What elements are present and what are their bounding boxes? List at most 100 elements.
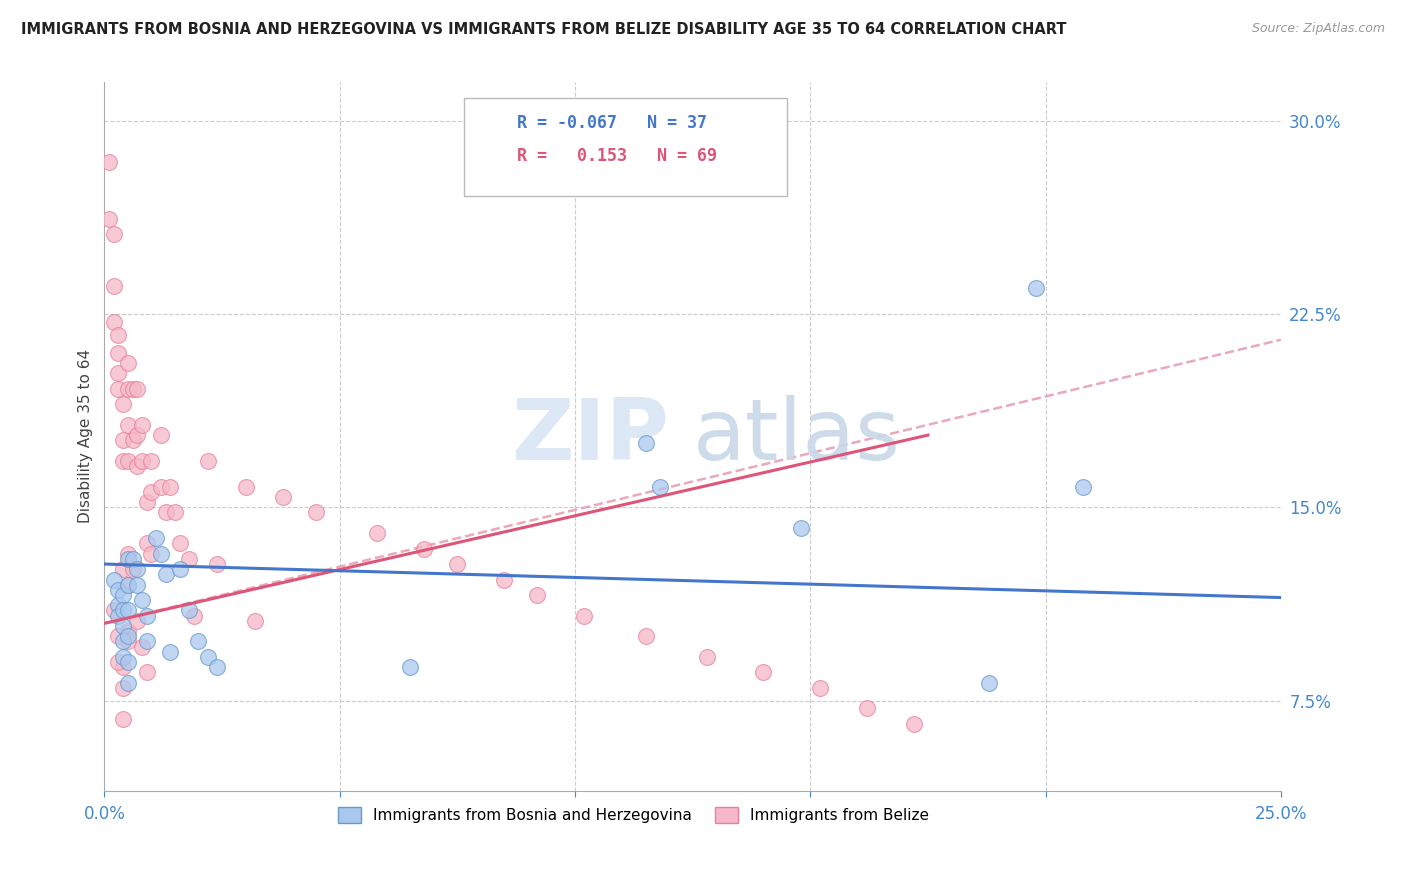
Point [243, 614, 266, 628]
Point [634, 629, 657, 643]
Point [117, 634, 139, 648]
Point [127, 382, 149, 396]
Point [112, 397, 135, 411]
Point [648, 480, 671, 494]
Point [107, 382, 129, 396]
Point [141, 454, 163, 468]
Point [127, 458, 149, 473]
Legend: Immigrants from Bosnia and Herzegovina, Immigrants from Belize: Immigrants from Bosnia and Herzegovina, … [332, 801, 935, 830]
Point [366, 526, 388, 541]
Point [107, 599, 129, 613]
Point [107, 582, 129, 597]
Point [207, 557, 229, 571]
Point [207, 660, 229, 674]
Point [903, 717, 925, 731]
Point [98, 211, 121, 226]
Point [305, 506, 328, 520]
Point [752, 665, 775, 680]
Point [135, 634, 157, 648]
Point [103, 315, 125, 329]
Point [1025, 281, 1047, 295]
Point [121, 382, 143, 396]
Point [574, 608, 596, 623]
Y-axis label: Disability Age 35 to 64: Disability Age 35 to 64 [79, 350, 93, 524]
Point [103, 227, 125, 241]
Point [145, 531, 167, 545]
Text: R =   0.153   N = 69: R = 0.153 N = 69 [517, 147, 717, 165]
Point [271, 490, 294, 504]
Point [149, 480, 172, 494]
Point [112, 434, 135, 448]
Point [121, 434, 143, 448]
Point [117, 655, 139, 669]
Point [117, 417, 139, 432]
Point [135, 608, 157, 623]
Point [112, 634, 135, 648]
Point [399, 660, 422, 674]
Text: IMMIGRANTS FROM BOSNIA AND HERZEGOVINA VS IMMIGRANTS FROM BELIZE DISABILITY AGE : IMMIGRANTS FROM BOSNIA AND HERZEGOVINA V… [21, 22, 1067, 37]
Point [159, 480, 181, 494]
Point [112, 681, 135, 695]
Point [117, 675, 139, 690]
Point [155, 506, 177, 520]
Point [103, 603, 125, 617]
Point [131, 417, 153, 432]
Point [103, 573, 125, 587]
Point [177, 552, 200, 566]
Point [117, 552, 139, 566]
Point [117, 629, 139, 643]
Point [121, 562, 143, 576]
Point [107, 345, 129, 359]
Point [112, 619, 135, 633]
Point [112, 649, 135, 664]
Text: ZIP: ZIP [512, 395, 669, 478]
Point [135, 536, 157, 550]
Point [197, 649, 219, 664]
Point [117, 454, 139, 468]
Point [183, 608, 205, 623]
Point [117, 577, 139, 591]
Point [107, 366, 129, 380]
Point [494, 573, 516, 587]
Point [107, 655, 129, 669]
Point [107, 608, 129, 623]
Point [112, 603, 135, 617]
Point [131, 454, 153, 468]
Point [127, 562, 149, 576]
Point [127, 614, 149, 628]
Point [127, 577, 149, 591]
Point [131, 640, 153, 654]
Point [149, 428, 172, 442]
Text: atlas: atlas [693, 395, 901, 478]
Point [163, 506, 186, 520]
Point [855, 701, 877, 715]
Point [127, 428, 149, 442]
Point [159, 645, 181, 659]
Point [790, 521, 813, 535]
Point [112, 588, 135, 602]
Point [696, 649, 718, 664]
Point [149, 547, 172, 561]
Point [141, 484, 163, 499]
Point [112, 454, 135, 468]
Point [446, 557, 468, 571]
Point [177, 603, 200, 617]
Text: R = -0.067   N = 37: R = -0.067 N = 37 [517, 114, 707, 132]
Point [235, 480, 257, 494]
Point [112, 660, 135, 674]
Point [135, 495, 157, 509]
Point [977, 675, 1000, 690]
Point [634, 435, 657, 450]
Point [155, 567, 177, 582]
Point [135, 665, 157, 680]
Point [413, 541, 436, 556]
Point [131, 593, 153, 607]
Point [526, 588, 548, 602]
Point [169, 536, 191, 550]
Point [187, 634, 209, 648]
Point [117, 577, 139, 591]
Point [117, 356, 139, 370]
Point [107, 327, 129, 342]
Point [117, 603, 139, 617]
Point [169, 562, 191, 576]
